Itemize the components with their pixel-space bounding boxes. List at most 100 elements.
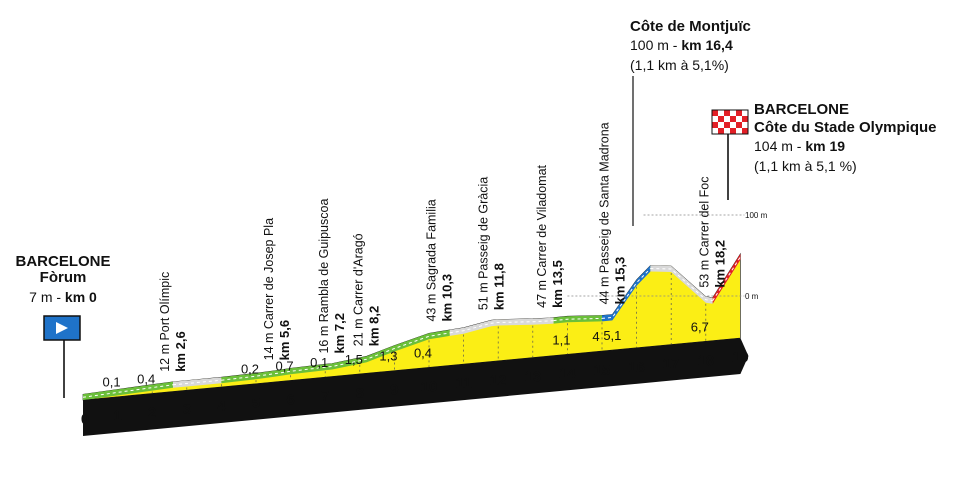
waypoint-name: 21 m Carrer d'Aragó <box>352 233 366 346</box>
km-tick-3: 3 <box>183 401 191 418</box>
km-band-layer: 0 1 2 3 4 5 6 7 8 9 10 11 12 13 14 15 16 17 18 19 <box>81 338 749 436</box>
km-tick-9: 9 <box>390 382 398 399</box>
waypoint-name: 14 m Carrer de Josep Pla <box>262 218 276 360</box>
finish-city: BARCELONE <box>754 101 849 118</box>
km-tick-4: 4 <box>217 398 226 415</box>
km-band <box>83 338 749 436</box>
km-tick-7: 7 <box>321 388 329 405</box>
waypoint-name: 16 m Rambla de Guipuscoa <box>317 199 331 354</box>
checker-cell <box>718 122 724 128</box>
montjuic-altitude: 100 m - <box>630 37 681 53</box>
waypoint-km: km 10,3 <box>439 274 454 322</box>
gradient-label-8: 1,1 <box>552 332 570 347</box>
waypoint-km: km 7,2 <box>332 313 347 353</box>
waypoint-km: km 2,6 <box>173 331 188 371</box>
waypoint-km: km 18,2 <box>713 240 728 288</box>
scale-top-label: 100 m <box>745 211 768 220</box>
km-tick-10: 10 <box>421 378 438 395</box>
checker-cell <box>712 116 718 122</box>
montjuic-name: Côte de Montjuïc <box>630 18 751 35</box>
gradient-lines-layer <box>82 253 741 401</box>
km-tick-17: 17 <box>663 356 680 373</box>
gradient-dash-climb <box>553 317 603 322</box>
montjuic-info: 100 m - km 16,4 <box>630 37 733 53</box>
km-tick-6: 6 <box>286 391 294 408</box>
start-flag-icon <box>43 315 81 398</box>
gradient-label-0: 0,1 <box>103 375 121 390</box>
gradient-label-3: 0,7 <box>276 358 294 373</box>
waypoint-3: 21 m Carrer d'Aragó km 8,2 <box>352 233 382 346</box>
km-tick-8: 8 <box>356 385 364 402</box>
gradient-dash-descent <box>650 268 713 302</box>
start-place: Fòrum <box>40 269 87 286</box>
waypoint-km: km 8,2 <box>367 306 382 346</box>
montjuic-km: km 16,4 <box>681 37 733 53</box>
gradient-segment-gentle-climb <box>83 381 173 401</box>
checker-cell <box>730 110 736 116</box>
gradient-segment-climb <box>221 329 450 384</box>
waypoint-km: km 11,8 <box>491 263 506 310</box>
waypoint-name: 51 m Passeig de Gràcia <box>476 177 490 310</box>
waypoint-0: 12 m Port Olímpic km 2,6 <box>158 272 188 372</box>
checker-cell <box>730 122 736 128</box>
checker-cell <box>724 110 730 116</box>
montjuic-climb: (1,1 km à 5,1%) <box>630 57 729 73</box>
waypoint-name: 47 m Carrer de Viladomat <box>535 164 549 307</box>
gradient-dash-categorized-climb <box>601 268 651 319</box>
waypoint-2: 16 m Rambla de Guipuscoa km 7,2 <box>317 199 347 354</box>
checker-cell <box>736 110 742 116</box>
gradient-label-6: 1,3 <box>379 349 397 364</box>
gradient-label-5: 1,5 <box>345 352 363 367</box>
waypoint-name: 44 m Passeig de Santa Madrona <box>597 122 611 304</box>
km-tick-13: 13 <box>524 369 541 386</box>
km-tick-0: 0 <box>81 411 89 428</box>
finish-info: 104 m - km 19 <box>754 138 845 154</box>
checker-cell <box>724 122 730 128</box>
gradient-dash-flat <box>449 320 554 334</box>
gradient-dash-flat <box>172 379 222 386</box>
gradient-label-2: 0,2 <box>241 362 259 377</box>
gradient-segment-descent <box>650 265 713 304</box>
gradient-label-4: 0,1 <box>310 355 328 370</box>
gradient-dash-gentle-climb <box>82 384 174 398</box>
checker-cell <box>730 128 736 134</box>
waypoint-km: km 13,5 <box>550 260 565 308</box>
finish-altitude: 104 m - <box>754 138 805 154</box>
waypoint-km: km 15,3 <box>612 257 627 305</box>
checker-cell <box>736 122 742 128</box>
waypoint-6: 47 m Carrer de Viladomat km 13,5 <box>535 164 565 307</box>
checker-cell <box>718 116 724 122</box>
finish-km: km 19 <box>805 138 845 154</box>
gradient-label-7: 0,4 <box>414 345 432 360</box>
waypoint-4: 43 m Sagrada Familia km 10,3 <box>424 199 454 321</box>
start-km: km 0 <box>65 289 97 305</box>
waypoint-5: 51 m Passeig de Gràcia km 11,8 <box>476 177 506 310</box>
checker-cell <box>730 116 736 122</box>
checker-cell <box>736 116 742 122</box>
checker-cell <box>724 128 730 134</box>
checker-cell <box>712 128 718 134</box>
km-tick-15: 15 <box>594 362 611 379</box>
gradient-label-11: 6,7 <box>691 319 709 334</box>
gradient-label-1: 0,4 <box>137 371 155 386</box>
km-tick-5: 5 <box>252 395 260 412</box>
km-tick-2: 2 <box>148 404 156 421</box>
waypoint-marks-layer: 0,1 0,4 0,2 0,7 0,1 1,5 1,3 0,4 1,1 4 5,1 6,7 12 m P… <box>103 122 728 389</box>
km-tick-1: 1 <box>113 408 121 425</box>
checker-cell <box>742 116 748 122</box>
km-tick-11: 11 <box>456 375 472 392</box>
checker-cell <box>742 110 748 116</box>
checker-cell <box>712 122 718 128</box>
checker-cell <box>718 128 724 134</box>
gradient-dash-final-climb <box>712 256 741 301</box>
checker-border <box>711 109 749 135</box>
finish-climb: (1,1 km à 5,1 %) <box>754 158 857 174</box>
start-info: 7 m - km 0 <box>29 289 97 305</box>
waypoint-km: km 5,6 <box>277 320 292 360</box>
checker-cell <box>742 122 748 128</box>
waypoint-name: 12 m Port Olímpic <box>158 272 172 372</box>
waypoint-7: 44 m Passeig de Santa Madrona km 15,3 <box>597 122 627 304</box>
km-tick-16: 16 <box>628 359 645 376</box>
gradient-segment-categorized-climb <box>602 265 651 322</box>
